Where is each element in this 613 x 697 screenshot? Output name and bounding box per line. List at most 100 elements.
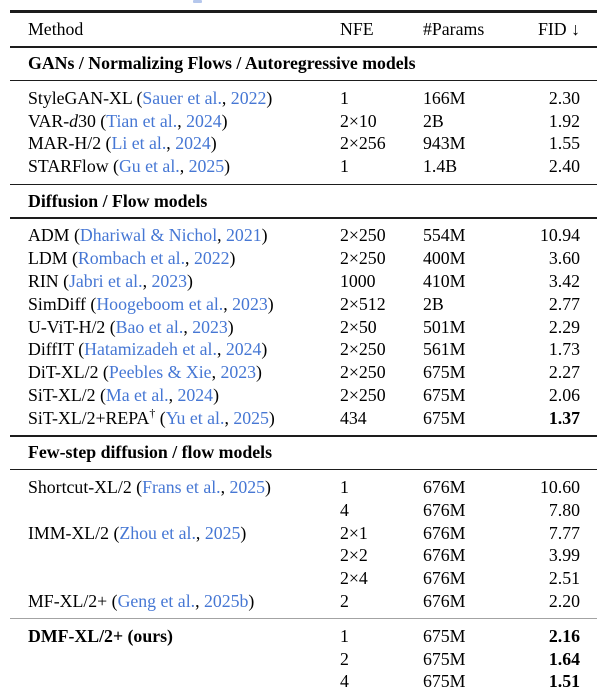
method-text: , <box>195 590 204 611</box>
citation-link[interactable]: 2025 <box>233 407 269 428</box>
params-cell: 400M <box>423 248 466 269</box>
citation-link[interactable]: Hoogeboom et al. <box>96 293 224 314</box>
citation-link[interactable]: 2025b <box>203 590 249 611</box>
citation-link[interactable]: 2025 <box>204 522 241 543</box>
citation-link[interactable]: 2024 <box>177 385 214 405</box>
citation-link[interactable]: 2023 <box>192 316 228 337</box>
citation-link[interactable]: 2023 <box>220 362 257 383</box>
citation-link[interactable]: Peebles & Xie <box>108 362 212 383</box>
citation-link[interactable]: Sauer et al. <box>142 87 222 108</box>
method-text: StyleGAN-XL ( <box>28 87 143 108</box>
citation-link[interactable]: 2022 <box>193 248 230 269</box>
method-text: ) <box>227 316 234 337</box>
params-cell: 676M <box>423 522 466 543</box>
table-top-rule <box>10 10 597 13</box>
nfe-cell: 434 <box>340 407 367 428</box>
table-row: 2×4 676M 2.51 <box>28 567 580 590</box>
citation-link[interactable]: Dhariwal & Nichol <box>79 225 218 246</box>
method-cell: U-ViT-H/2 (Bao et al., 2023) <box>28 316 340 339</box>
citation-link[interactable]: 2023 <box>151 271 188 292</box>
section-body: ADM (Dhariwal & Nichol, 2021) 2×250 554M 10… <box>0 219 613 435</box>
fid-cell: 1.73 <box>548 339 580 360</box>
params-cell: 676M <box>423 568 466 589</box>
fid-cell: 2.51 <box>548 568 580 589</box>
method-text: ) <box>265 476 271 497</box>
table-row: U-ViT-H/2 (Bao et al., 2023) 2×50 501M 2.29 <box>28 316 580 339</box>
nfe-cell: 4 <box>340 499 349 520</box>
nfe-cell: 2×250 <box>340 385 386 405</box>
method-text: , <box>216 339 226 360</box>
method-text: d <box>69 110 79 131</box>
section-header: Diffusion / Flow models <box>28 190 208 211</box>
method-text: , <box>142 271 152 292</box>
citation-link[interactable]: 2021 <box>226 225 262 246</box>
method-cell: MAR-H/2 (Li et al., 2024) <box>28 132 340 155</box>
citation-link[interactable]: Rombach et al. <box>77 248 186 269</box>
col-header-method: Method <box>28 18 84 39</box>
citation-link[interactable]: 2022 <box>230 87 267 108</box>
fid-cell: 3.60 <box>548 248 580 269</box>
citation-link[interactable]: Yu et al. <box>165 407 225 428</box>
nfe-cell: 2×250 <box>340 362 386 383</box>
citation-link[interactable]: Frans et al. <box>142 476 221 497</box>
method-cell: ADM (Dhariwal & Nichol, 2021) <box>28 224 340 247</box>
params-cell: 675M <box>423 407 466 428</box>
nfe-cell: 2×250 <box>340 339 386 360</box>
method-text: ) <box>267 293 274 314</box>
fid-cell: 1.37 <box>548 407 580 428</box>
params-cell: 676M <box>423 545 466 566</box>
table-row: VAR-d30 (Tian et al., 2024) 2×10 2B 1.92 <box>28 110 580 133</box>
method-cell: RIN (Jabri et al., 2023) <box>28 270 340 293</box>
citation-link[interactable]: 2024 <box>225 339 262 360</box>
method-cell: SiT-XL/2 (Ma et al., 2024) <box>28 384 340 407</box>
citation-link[interactable]: Zhou et al. <box>119 522 196 543</box>
table-row: ADM (Dhariwal & Nichol, 2021) 2×250 554M 10… <box>28 224 580 247</box>
citation-link[interactable]: Tian et al. <box>106 110 178 131</box>
method-cell: MF-XL/2+ (Geng et al., 2025b) <box>28 590 340 613</box>
fid-cell: 7.77 <box>548 522 580 543</box>
citation-link[interactable]: Ma et al. <box>105 385 169 405</box>
citation-link[interactable]: Bao et al. <box>115 316 184 337</box>
citation-link[interactable]: Gu et al. <box>118 156 180 177</box>
method-cell: IMM-XL/2 (Zhou et al., 2025) <box>28 522 340 545</box>
method-text: † <box>149 405 156 420</box>
nfe-cell: 2 <box>340 590 349 611</box>
method-text: , <box>221 87 231 108</box>
method-text: ) <box>229 248 236 269</box>
col-header-fid: FID ↓ <box>538 18 580 39</box>
method-text: ) <box>261 225 268 246</box>
citation-link[interactable]: Li et al. <box>111 133 167 154</box>
fid-cell: 2.29 <box>548 316 580 337</box>
section-header: Few-step diffusion / flow models <box>28 442 272 463</box>
citation-link[interactable]: 2024 <box>186 110 222 131</box>
method-cell: SiT-XL/2+REPA† (Yu et al., 2025) <box>28 407 340 430</box>
citation-link[interactable]: 2023 <box>232 293 268 314</box>
citation-link[interactable]: Hatamizadeh et al. <box>84 339 217 360</box>
method-text: ) <box>187 271 193 292</box>
method-text: ) <box>224 156 231 177</box>
method-cell: STARFlow (Gu et al., 2025) <box>28 155 340 178</box>
params-cell: 410M <box>423 271 466 292</box>
nfe-cell: 2×4 <box>340 568 368 589</box>
citation-link[interactable]: Geng et al. <box>117 590 196 611</box>
method-text: ) <box>248 590 255 611</box>
section-separator-rule <box>10 79 597 82</box>
fid-cell: 10.60 <box>539 476 580 497</box>
params-cell: 561M <box>423 339 466 360</box>
params-cell: 676M <box>423 590 466 611</box>
citation-link[interactable]: 2025 <box>229 476 266 497</box>
table-row: LDM (Rombach et al., 2022) 2×250 400M 3.60 <box>28 247 580 270</box>
table-row: StyleGAN-XL (Sauer et al., 2022) 1 166M 2.3… <box>28 87 580 110</box>
method-text: VAR- <box>28 110 70 131</box>
citation-link[interactable]: Jabri et al. <box>69 271 143 292</box>
table-row: Shortcut-XL/2 (Frans et al., 2025) 1 676M 1… <box>28 476 580 499</box>
nfe-cell: 2×250 <box>340 225 386 246</box>
citation-link[interactable]: 2025 <box>188 156 225 177</box>
nfe-cell: 2×1 <box>340 522 368 543</box>
method-cell: DiffIT (Hatamizadeh et al., 2024) <box>28 338 340 361</box>
citation-link[interactable]: 2024 <box>175 133 211 154</box>
nfe-cell: 2×250 <box>340 248 386 269</box>
method-text: , <box>195 522 205 543</box>
nfe-cell: 2×256 <box>340 133 386 154</box>
params-cell: 1.4B <box>423 156 458 177</box>
